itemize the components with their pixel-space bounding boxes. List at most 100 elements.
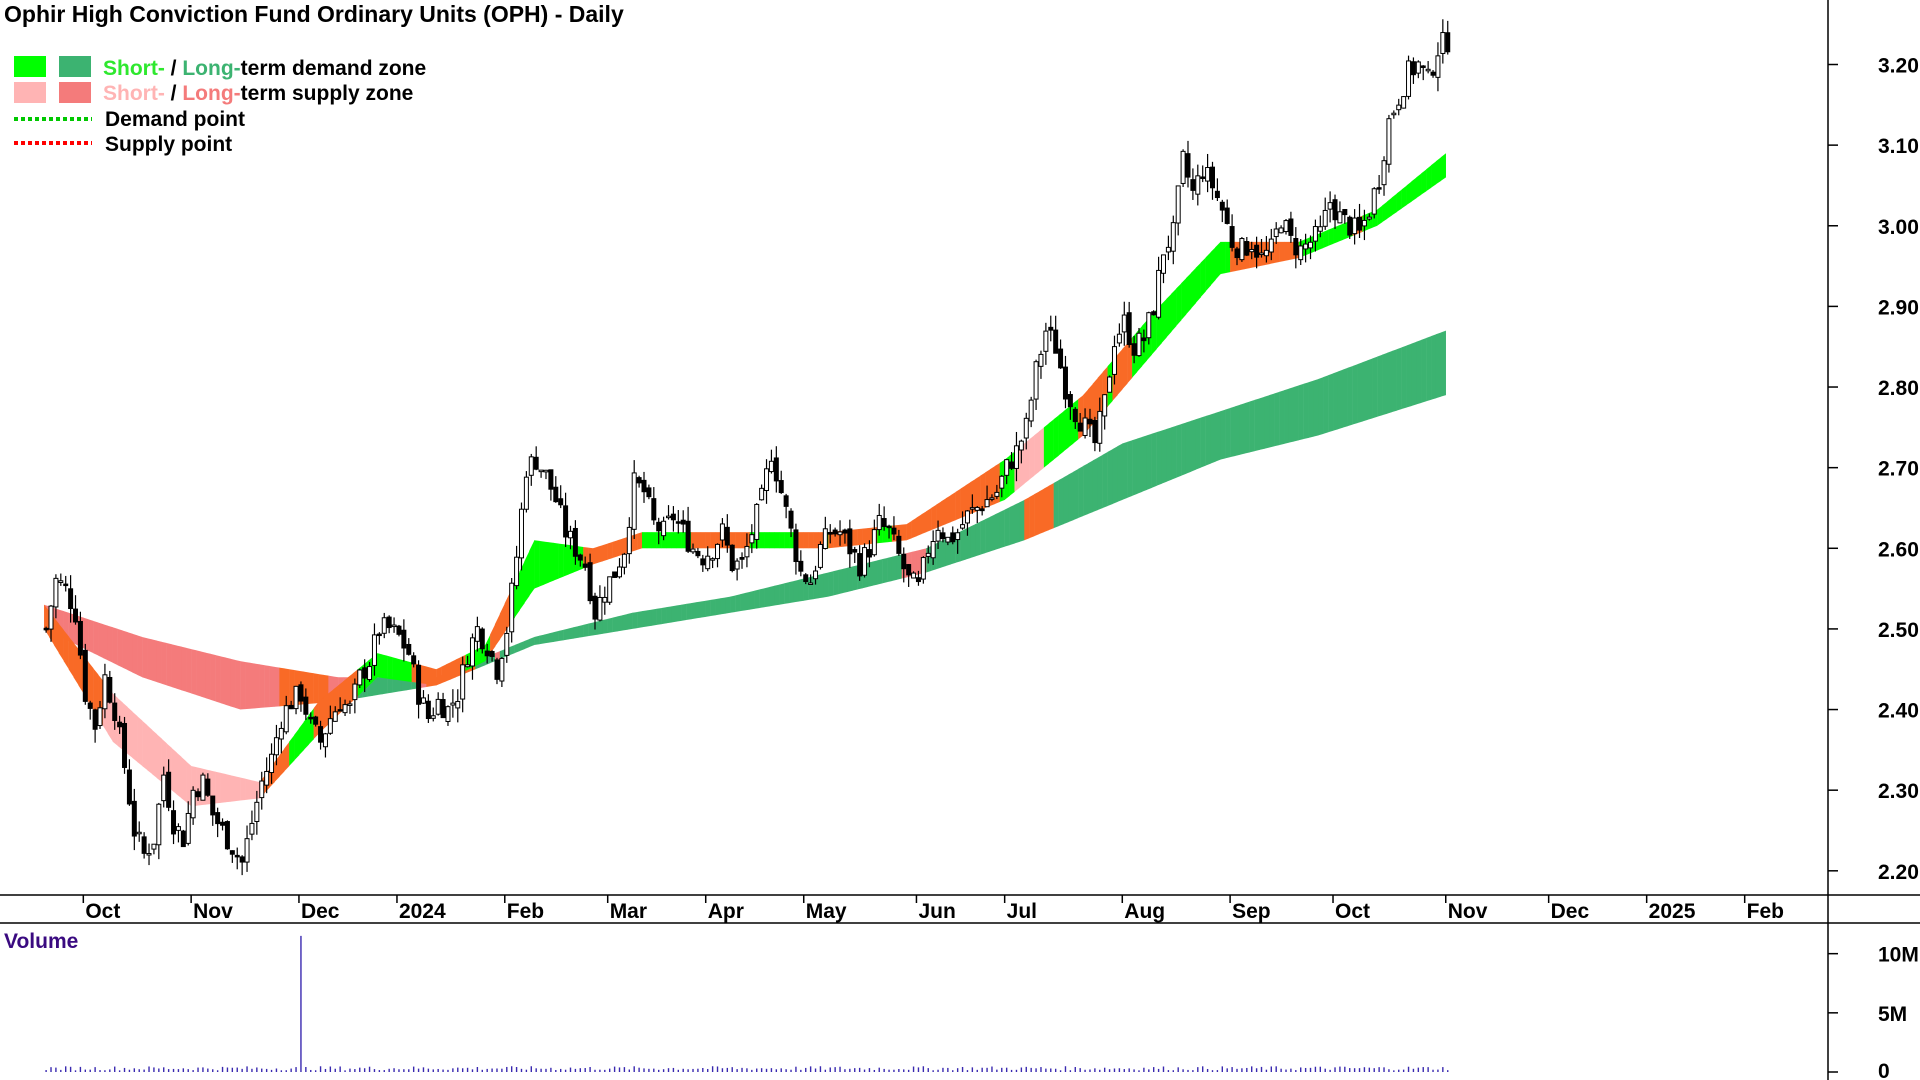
long-term-zone-segment	[122, 630, 128, 671]
candle-body	[278, 727, 284, 740]
candle-body	[866, 549, 872, 558]
candle-body	[518, 508, 524, 559]
long-term-zone-segment	[1279, 390, 1285, 446]
long-term-zone-segment	[828, 571, 834, 597]
legend-long-demand-swatch	[59, 56, 91, 77]
candle-body	[303, 696, 309, 715]
candle-body	[229, 850, 235, 855]
candle-body	[401, 629, 407, 649]
long-term-zone-segment	[1303, 382, 1309, 440]
candle-body	[161, 774, 167, 802]
short-term-zone-segment	[1205, 252, 1211, 292]
short-term-zone-segment	[1034, 431, 1040, 476]
long-term-zone-segment	[754, 589, 760, 609]
long-term-zone-segment	[1269, 393, 1275, 448]
candle-body	[318, 726, 324, 743]
candle-body	[406, 643, 412, 655]
short-term-zone-segment	[671, 532, 677, 549]
long-term-zone-segment	[936, 541, 942, 570]
candle-body	[327, 718, 333, 734]
candle-body	[1048, 326, 1054, 331]
long-term-zone-segment	[1337, 369, 1344, 430]
x-tick-label: Nov	[1448, 900, 1488, 923]
candle-body	[102, 674, 108, 710]
short-term-zone-segment	[215, 771, 221, 804]
long-term-zone-segment	[529, 636, 535, 648]
x-tick-label: Nov	[193, 900, 233, 923]
candle-body	[131, 800, 137, 837]
candle-body	[1058, 348, 1064, 369]
candle-body	[136, 831, 142, 835]
short-term-zone-segment	[666, 532, 672, 549]
candle-body	[582, 563, 588, 568]
candle-body	[1121, 314, 1127, 333]
long-term-zone-segment	[911, 550, 917, 577]
short-term-zone-segment	[274, 755, 280, 783]
long-term-zone-segment	[93, 620, 99, 656]
y-tick-label: 2.50	[1878, 619, 1919, 642]
long-term-zone-segment	[896, 554, 902, 580]
long-term-zone-segment	[999, 509, 1005, 549]
short-term-zone-segment	[1210, 247, 1216, 286]
candle-body	[626, 526, 632, 555]
long-term-zone-segment	[994, 512, 1001, 550]
long-term-zone-segment	[1185, 420, 1192, 474]
short-term-zone-segment	[774, 532, 780, 549]
candle-body	[1131, 343, 1137, 356]
short-term-zone-segment	[480, 645, 486, 664]
long-term-zone-segment	[1235, 404, 1241, 456]
long-term-zone-segment	[382, 677, 388, 695]
candle-body	[994, 491, 1000, 497]
long-term-zone-segment	[1078, 466, 1084, 519]
candle-body	[617, 566, 623, 578]
candle-body	[1357, 216, 1363, 231]
candle-body	[474, 626, 480, 642]
candle-body	[337, 709, 343, 712]
long-term-zone-segment	[1083, 463, 1089, 517]
candle-body	[1376, 187, 1382, 190]
y-tick-label: 2.40	[1878, 700, 1919, 723]
long-term-zone-segment	[1092, 457, 1099, 513]
candle-body	[1278, 227, 1284, 234]
candle-body	[852, 549, 858, 553]
long-term-zone-segment	[882, 557, 888, 584]
long-term-zone-segment	[1308, 380, 1314, 438]
candle-body	[1317, 226, 1323, 232]
long-term-zone-segment	[1372, 356, 1378, 419]
long-term-zone-segment	[666, 606, 672, 624]
short-term-zone-segment	[240, 777, 246, 801]
short-term-zone-segment	[955, 488, 961, 521]
candle-body	[759, 487, 765, 501]
candle-body	[548, 469, 554, 490]
short-term-zone-segment	[1225, 241, 1231, 274]
candle-body	[455, 700, 461, 709]
long-term-zone-segment	[196, 650, 202, 697]
short-term-zone-segment	[73, 642, 79, 686]
long-term-zone-segment	[759, 588, 765, 608]
candle-body	[788, 510, 794, 529]
short-term-zone-segment	[127, 707, 133, 758]
long-term-zone-segment	[1034, 491, 1040, 537]
long-term-zone-segment	[220, 656, 226, 705]
short-term-zone-segment	[901, 524, 907, 541]
long-term-zone-segment	[602, 618, 608, 634]
short-term-zone-segment	[318, 697, 324, 734]
short-term-zone-segment	[607, 541, 613, 560]
long-term-zone-segment	[1048, 482, 1054, 531]
short-term-zone-segment	[945, 495, 952, 525]
candle-body	[1435, 55, 1441, 78]
candle-body	[1308, 241, 1314, 249]
candle-body	[857, 553, 863, 577]
long-term-zone-segment	[519, 641, 525, 652]
x-tick-label: 2024	[399, 900, 446, 923]
long-term-zone-segment	[867, 561, 873, 587]
candle-body	[1156, 269, 1162, 318]
short-term-zone-segment	[1416, 173, 1422, 199]
candle-body	[97, 707, 103, 727]
short-term-zone-segment	[740, 532, 746, 549]
candle-body	[1234, 248, 1240, 259]
long-term-zone-segment	[744, 591, 751, 611]
x-tick-label: 2025	[1649, 900, 1696, 923]
long-term-zone-segment	[725, 596, 731, 614]
